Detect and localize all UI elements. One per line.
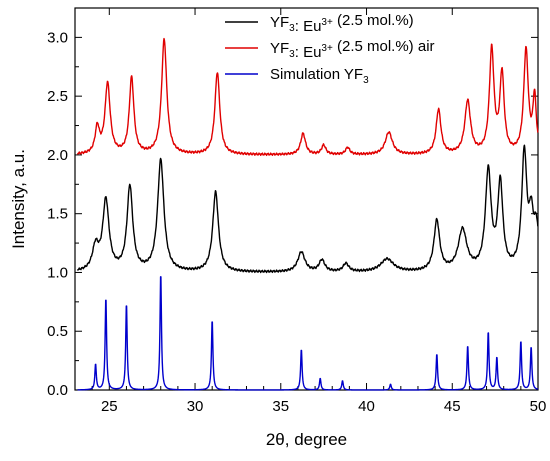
y-tick-label: 3.0 — [47, 29, 68, 46]
legend-sub: 3 — [363, 75, 369, 86]
legend-mid: : Eu — [295, 18, 322, 35]
series-line-3 — [77, 276, 539, 391]
legend-sub: 3 — [289, 49, 295, 60]
legend-prefix: YF — [270, 14, 289, 31]
x-axis-title: 2θ, degree — [266, 430, 347, 449]
y-tick-label: 2.5 — [47, 88, 68, 105]
series-line-2 — [76, 37, 539, 157]
legend-prefix: YF — [270, 40, 289, 57]
legend-sub: 3 — [289, 23, 295, 34]
legend-mid: : Eu — [295, 44, 322, 61]
legend-label-2: YF3: Eu3+ (2.5 mol.%) air — [270, 38, 435, 61]
legend-suffix: (2.5 mol.%) air — [333, 38, 435, 55]
x-tick-label: 30 — [187, 398, 204, 415]
x-tick-label: 45 — [444, 398, 461, 415]
y-tick-label: 0.0 — [47, 382, 68, 399]
y-tick-label: 1.0 — [47, 264, 68, 281]
series-line-1 — [76, 144, 539, 274]
y-tick-label: 1.5 — [47, 206, 68, 223]
legend-sup: 3+ — [321, 17, 333, 28]
x-tick-label: 35 — [272, 398, 289, 415]
legend-prefix: Simulation YF — [270, 66, 363, 83]
legend-sup: 3+ — [321, 43, 333, 54]
x-tick-label: 50 — [530, 398, 547, 415]
x-tick-label: 25 — [101, 398, 118, 415]
series-lines — [76, 37, 539, 391]
axis-ticks: 25 30 35 40 45 50 0.0 0.5 1.0 1.5 2.0 2.5 3.0 — [47, 8, 546, 415]
plot-frame — [74, 7, 539, 391]
legend-label-3: Simulation YF3 — [270, 66, 369, 86]
legend-label-1: YF3: Eu3+ (2.5 mol.%) — [270, 12, 414, 35]
y-tick-label: 2.0 — [47, 147, 68, 164]
legend: YF3: Eu3+ (2.5 mol.%)YF3: Eu3+ (2.5 mol.… — [225, 12, 435, 86]
y-tick-label: 0.5 — [47, 323, 68, 340]
legend-suffix: (2.5 mol.%) — [333, 12, 414, 29]
y-axis-title: Intensity, a.u. — [9, 149, 28, 249]
x-tick-label: 40 — [358, 398, 375, 415]
